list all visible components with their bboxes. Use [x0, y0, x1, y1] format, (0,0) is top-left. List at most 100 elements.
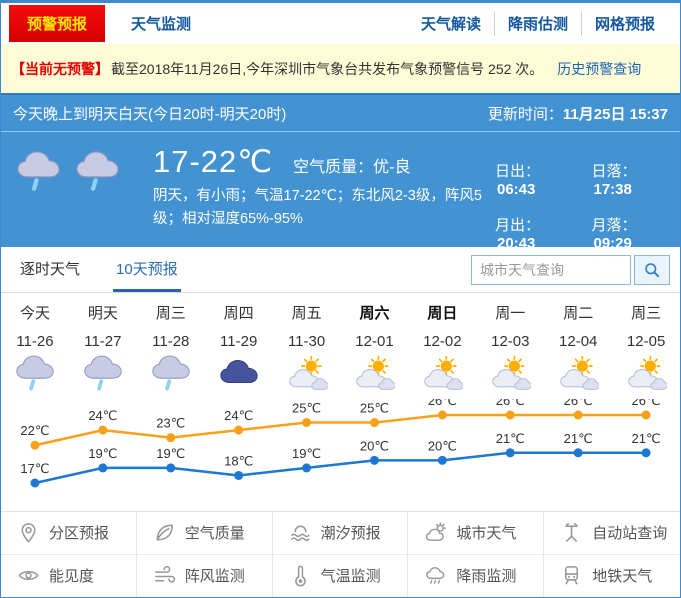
overcast-icon	[216, 354, 262, 392]
footer-links-grid: 分区预报 空气质量 潮汐预报 城市天气 自动站查询 能见度 阵风监测 气温监测	[1, 511, 680, 597]
day-label: 周日	[427, 305, 458, 322]
thermometer-icon	[289, 564, 312, 587]
high-temp-point	[573, 410, 583, 420]
forecast-day-column[interactable]: 周一 12-03	[476, 293, 544, 399]
day-label: 周三	[631, 305, 662, 322]
forecast-day-column[interactable]: 今天 11-26	[1, 293, 69, 399]
footer-link[interactable]: 气温监测	[272, 554, 409, 597]
forecast-day-column[interactable]: 周四 11-29	[205, 293, 273, 399]
date-label: 12-04	[559, 333, 598, 350]
date-label: 11-27	[84, 333, 122, 350]
sun-moon-value: 17:38	[593, 181, 632, 198]
temperature-range: 17-22℃	[153, 144, 274, 179]
sun-moon-label: 月落：	[591, 217, 637, 234]
forecast-day-column[interactable]: 周五 11-30	[273, 293, 341, 399]
current-weather-panel: 今天晚上到明天白天(今日20时-明天20时) 更新时间：11月25日 15:37…	[1, 93, 680, 252]
date-label: 11-28	[152, 333, 190, 350]
tab-hourly-weather[interactable]: 逐时天气	[20, 260, 81, 278]
sun-moon-label: 月出：	[495, 217, 541, 234]
sun-moon-times: 日出：06:43 日落：17:38 月出：20:43 月落：09:29	[495, 160, 660, 252]
footer-link[interactable]: 降雨监测	[408, 554, 545, 597]
tab-ten-day-forecast[interactable]: 10天预报	[113, 247, 181, 292]
low-temp-point	[573, 448, 583, 458]
update-time: 更新时间：11月25日 15:37	[487, 106, 668, 123]
footer-link[interactable]: 潮汐预报	[272, 512, 409, 555]
forecast-day-column[interactable]: 周二 12-04	[544, 293, 612, 399]
city-search-input[interactable]	[471, 255, 631, 285]
history-warning-link[interactable]: 历史预警查询	[557, 60, 642, 77]
forecast-day-column[interactable]: 明天 11-27	[69, 293, 137, 399]
low-temp-label: 19℃	[156, 446, 185, 461]
alert-text: 截至2018年11月26日,今年深圳市气象台共发布气象预警信号 252 次。	[111, 60, 544, 77]
weather-station-icon	[560, 521, 583, 544]
rain-cloud-icon	[424, 564, 447, 587]
ten-day-forecast-row: 今天 11-26 明天 11-27 周三 11-28 周四 11-29 周五 1…	[1, 293, 680, 399]
low-temp-point	[302, 463, 312, 473]
date-label: 12-02	[423, 333, 462, 350]
low-temp-label: 20℃	[360, 438, 389, 453]
footer-link[interactable]: 能见度	[1, 554, 137, 597]
search-button[interactable]	[634, 255, 670, 285]
footer-link-label: 空气质量	[184, 525, 245, 543]
temperature-chart: 22℃ 24℃ 23℃ 24℃ 25℃ 25℃ 26℃ 26℃ 26℃ 26℃ 17℃ 19℃ 19℃ 1…	[20, 399, 661, 488]
tab-warning-forecast[interactable]: 预警预报	[9, 5, 106, 42]
forecast-day-column[interactable]: 周六 12-01	[341, 293, 409, 399]
low-temp-point	[166, 463, 176, 473]
low-temp-point	[98, 463, 108, 473]
footer-link[interactable]: 阵风监测	[136, 554, 273, 597]
partly-cloudy-icon	[351, 354, 397, 392]
forecast-day-column[interactable]: 周日 12-02	[408, 293, 476, 399]
date-label: 11-30	[287, 333, 326, 350]
high-temp-label: 25℃	[360, 401, 389, 416]
tab-weather-monitoring[interactable]: 天气监测	[131, 16, 192, 33]
footer-link-label: 阵风监测	[184, 568, 245, 586]
day-label: 周一	[495, 305, 526, 322]
rain-icon	[80, 354, 126, 392]
sun-moon-label: 日出：	[495, 163, 541, 180]
low-temp-point	[369, 455, 379, 465]
low-temp-label: 18℃	[224, 453, 253, 468]
top-nav: 预警预报 天气监测 天气解读 降雨估测 网格预报	[1, 3, 680, 44]
forecast-day-column[interactable]: 周三 11-28	[137, 293, 205, 399]
city-search	[471, 255, 670, 285]
footer-link[interactable]: 地铁天气	[544, 554, 680, 597]
nav-link-grid-forecast[interactable]: 网格预报	[580, 11, 668, 36]
rain-icon	[148, 354, 194, 392]
high-temp-point	[98, 425, 108, 435]
high-temp-label: 26℃	[632, 399, 661, 408]
sun-moon-item: 日出：06:43	[495, 160, 564, 198]
date-label: 11-29	[220, 333, 258, 350]
day-label: 明天	[87, 305, 118, 322]
leaf-icon	[153, 521, 176, 544]
rain-icon	[12, 354, 58, 392]
nav-link-weather-interpretation[interactable]: 天气解读	[420, 16, 481, 33]
footer-link-label: 地铁天气	[592, 568, 653, 586]
low-temp-point	[641, 448, 651, 458]
current-weather-icons	[15, 148, 121, 252]
high-temp-point	[302, 418, 312, 428]
rain-icon	[74, 148, 121, 194]
forecast-day-column[interactable]: 周三 12-05	[612, 293, 680, 399]
low-temp-label: 19℃	[88, 446, 117, 461]
high-temp-point	[369, 418, 379, 428]
tide-wave-icon	[289, 521, 312, 544]
date-label: 12-05	[626, 333, 666, 350]
day-label: 周四	[223, 305, 254, 322]
footer-link-label: 能见度	[49, 568, 95, 586]
search-icon	[645, 263, 660, 278]
high-temp-point	[437, 410, 447, 420]
footer-link[interactable]: 城市天气	[408, 512, 545, 555]
footer-link-label: 自动站查询	[592, 525, 668, 543]
forecast-period-title: 今天晚上到明天白天(今日20时-明天20时)	[13, 106, 287, 123]
footer-link[interactable]: 自动站查询	[544, 512, 680, 555]
day-label: 周三	[155, 305, 186, 322]
nav-link-rain-estimation[interactable]: 降雨估测	[493, 11, 581, 36]
footer-link[interactable]: 空气质量	[136, 512, 273, 555]
low-temp-point	[437, 455, 447, 465]
high-temp-point	[234, 425, 244, 435]
day-label: 周五	[291, 305, 322, 322]
footer-link[interactable]: 分区预报	[1, 512, 137, 555]
high-temp-point	[166, 433, 176, 443]
partly-cloudy-icon	[487, 354, 533, 392]
rain-icon	[15, 148, 62, 194]
